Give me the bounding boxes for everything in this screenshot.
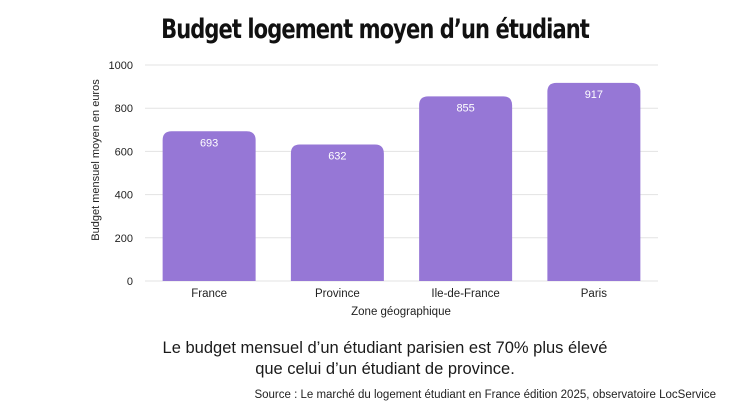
caption-line-1: Le budget mensuel d’un étudiant parisien…: [162, 339, 608, 357]
y-tick-label: 0: [127, 276, 133, 288]
y-tick-label: 200: [115, 233, 133, 245]
source-note: Source : Le marché du logement étudiant …: [254, 389, 716, 401]
bars: 693 632 855 917: [162, 82, 641, 281]
y-tick-label: 400: [115, 190, 133, 202]
x-axis-ticks: France Province Ile-de-France Paris: [191, 288, 607, 300]
bar-value-label: 917: [585, 89, 603, 101]
bar-value-label: 693: [200, 137, 218, 149]
bar-france: [162, 131, 256, 281]
bar-paris: [547, 82, 641, 281]
x-tick-label: Paris: [581, 288, 607, 300]
bar-value-label: 855: [456, 102, 474, 114]
chart-title: Budget logement moyen d’un étudiant: [161, 14, 590, 45]
y-tick-label: 1000: [109, 60, 133, 72]
bar-chart: 0 200 400 600 800 1000 693 632 855 917 France Pro…: [90, 60, 658, 318]
y-axis-label: Budget mensuel moyen en euros: [90, 79, 102, 241]
x-tick-label: Province: [315, 288, 360, 300]
caption-line-2: que celui d’un étudiant de province.: [255, 360, 515, 378]
y-tick-label: 600: [115, 146, 133, 158]
x-tick-label: Ile-de-France: [431, 288, 499, 300]
y-axis-ticks: 0 200 400 600 800 1000: [109, 60, 133, 288]
bar-ile-de-france: [419, 96, 513, 281]
x-tick-label: France: [191, 288, 227, 300]
bar-province: [290, 144, 384, 281]
x-axis-label: Zone géographique: [351, 306, 451, 318]
bar-value-label: 632: [328, 150, 346, 162]
y-tick-label: 800: [115, 103, 133, 115]
caption: Le budget mensuel d’un étudiant parisien…: [0, 338, 750, 380]
